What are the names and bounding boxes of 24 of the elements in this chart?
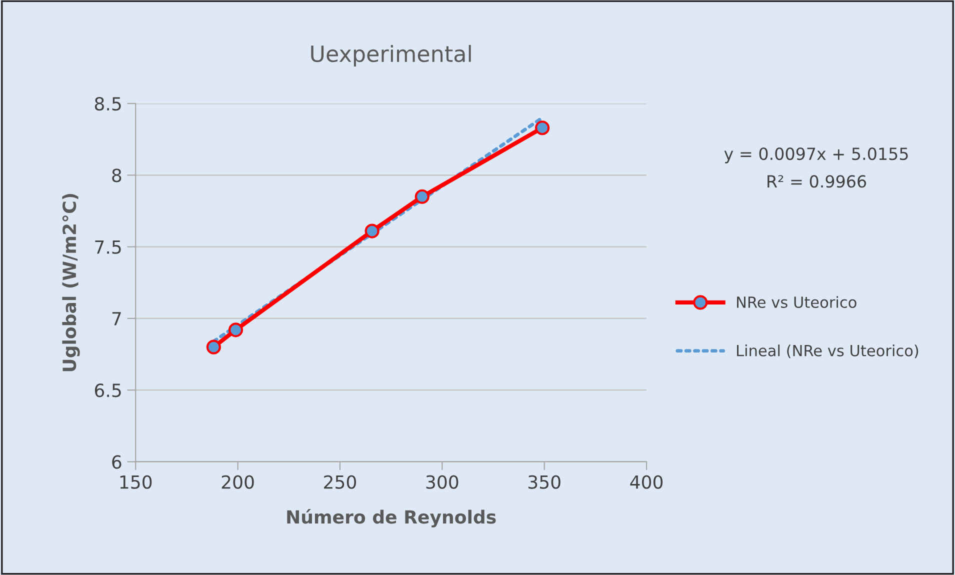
y-tick-label: 6.5 xyxy=(94,384,121,398)
x-tick-label: 350 xyxy=(528,475,560,489)
point xyxy=(535,120,550,136)
y-tick-label: 8 xyxy=(112,168,122,182)
x-axis-title: Número de Reynolds xyxy=(287,509,496,528)
y-tick-label: 8.5 xyxy=(94,96,121,111)
point xyxy=(228,322,244,338)
x-tick-label: 200 xyxy=(222,475,254,489)
x-tick-label: 400 xyxy=(630,475,663,489)
point xyxy=(414,189,430,204)
legend-label: NRe vs Uteorico xyxy=(737,296,856,308)
y-axis-title: Uglobal (W/m2°C) xyxy=(62,194,80,372)
y-tick-label: 7 xyxy=(112,312,121,326)
point xyxy=(364,224,380,238)
y-tick-label: 6 xyxy=(112,455,122,469)
y-tick-label: 7.5 xyxy=(95,240,121,254)
legend-label: Lineal (NRe vs Uteorico) xyxy=(737,344,918,358)
point xyxy=(206,340,221,354)
x-tick-label: 250 xyxy=(324,475,356,489)
chart-title: Uexperimental xyxy=(311,44,471,66)
x-tick-label: 150 xyxy=(120,475,152,489)
text: y = 0.0097x + 5.0155 xyxy=(724,147,908,164)
text: R² = 0.9966 xyxy=(768,175,866,188)
x-tick-label: 300 xyxy=(426,475,458,489)
